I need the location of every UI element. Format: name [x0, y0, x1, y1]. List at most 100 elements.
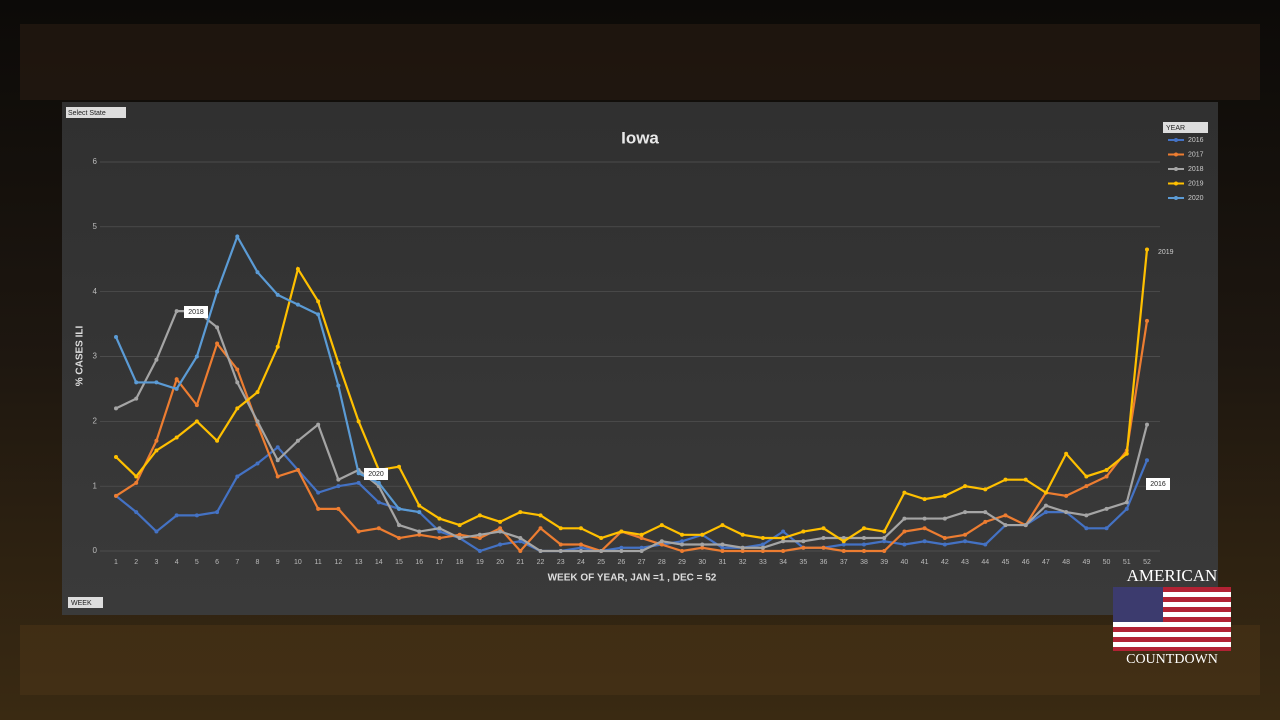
data-point	[781, 536, 786, 541]
data-point	[801, 529, 806, 534]
data-point	[639, 549, 644, 553]
data-point	[477, 536, 482, 541]
data-point	[578, 549, 583, 553]
data-point	[174, 386, 179, 391]
data-point	[295, 467, 300, 472]
data-point	[518, 549, 523, 553]
data-point	[1145, 247, 1149, 252]
data-point	[215, 510, 220, 515]
data-point	[720, 542, 725, 547]
x-tick-label: 33	[759, 559, 767, 566]
filter-button[interactable]	[1163, 122, 1208, 133]
data-point	[134, 396, 139, 401]
data-point	[215, 289, 220, 294]
x-tick-label: 36	[820, 559, 828, 566]
data-point	[174, 377, 179, 382]
x-tick-label: 24	[577, 559, 585, 566]
data-point	[1145, 318, 1149, 323]
data-point	[558, 526, 563, 531]
data-point	[882, 529, 887, 534]
data-point	[882, 549, 887, 553]
data-point	[174, 309, 179, 314]
data-point	[457, 523, 462, 528]
data-point	[983, 510, 988, 515]
data-point	[255, 390, 260, 395]
filter-button[interactable]	[66, 107, 126, 118]
annotation-box	[364, 468, 388, 480]
x-tick-label: 14	[375, 559, 383, 566]
data-point	[963, 510, 968, 515]
data-point	[983, 542, 988, 547]
data-point	[417, 503, 422, 508]
data-point	[437, 536, 442, 541]
data-point	[1043, 490, 1048, 495]
data-point	[437, 526, 442, 531]
data-point	[619, 549, 624, 553]
data-point	[255, 270, 260, 275]
data-point	[760, 545, 765, 550]
x-tick-label: 41	[921, 559, 929, 566]
data-point	[558, 549, 563, 553]
data-point	[194, 403, 199, 408]
data-point	[134, 480, 139, 485]
x-tick-label: 7	[235, 559, 239, 566]
data-point	[558, 542, 563, 547]
data-point	[680, 532, 685, 537]
data-point	[1084, 484, 1089, 489]
filter-button[interactable]	[68, 597, 103, 608]
data-point	[922, 526, 927, 531]
data-point	[619, 529, 624, 534]
data-point	[215, 341, 220, 346]
x-tick-label: 15	[395, 559, 403, 566]
data-point	[942, 536, 947, 541]
x-tick-label: 34	[779, 559, 787, 566]
x-tick-label: 17	[436, 559, 444, 566]
x-tick-label: 20	[496, 559, 504, 566]
data-point	[538, 549, 543, 553]
data-point	[336, 484, 341, 489]
data-point	[134, 380, 139, 385]
chart-panel	[62, 102, 1218, 615]
data-point	[1064, 510, 1069, 515]
data-point	[861, 549, 866, 553]
data-point	[821, 536, 826, 541]
data-point	[902, 529, 907, 534]
data-point	[1145, 458, 1149, 463]
data-point	[922, 516, 927, 521]
y-tick-label: 2	[93, 416, 98, 425]
y-tick-label: 4	[93, 287, 98, 296]
legend-marker	[1174, 196, 1178, 200]
data-point	[1124, 451, 1129, 456]
x-tick-label: 40	[901, 559, 909, 566]
data-point	[1064, 493, 1069, 498]
data-point	[700, 532, 705, 537]
data-point	[781, 539, 786, 544]
data-point	[275, 445, 280, 450]
data-point	[154, 380, 159, 385]
x-tick-label: 9	[276, 559, 280, 566]
data-point	[599, 549, 604, 553]
data-point	[801, 539, 806, 544]
data-point	[861, 542, 866, 547]
data-point	[942, 516, 947, 521]
data-point	[882, 536, 887, 541]
data-point	[760, 549, 765, 553]
data-point	[861, 526, 866, 531]
data-point	[316, 422, 321, 427]
data-point	[275, 458, 280, 463]
data-point	[578, 545, 583, 550]
data-point	[700, 542, 705, 547]
flag-stripe	[1113, 622, 1231, 627]
data-point	[376, 526, 381, 531]
x-tick-label: 43	[961, 559, 969, 566]
data-point	[336, 506, 341, 511]
data-point	[477, 549, 482, 553]
data-point	[174, 513, 179, 518]
x-tick-label: 38	[860, 559, 868, 566]
data-point	[295, 266, 300, 271]
data-point	[963, 539, 968, 544]
x-tick-label: 21	[516, 559, 524, 566]
data-point	[174, 435, 179, 440]
data-point	[1064, 451, 1069, 456]
data-point	[417, 532, 422, 537]
